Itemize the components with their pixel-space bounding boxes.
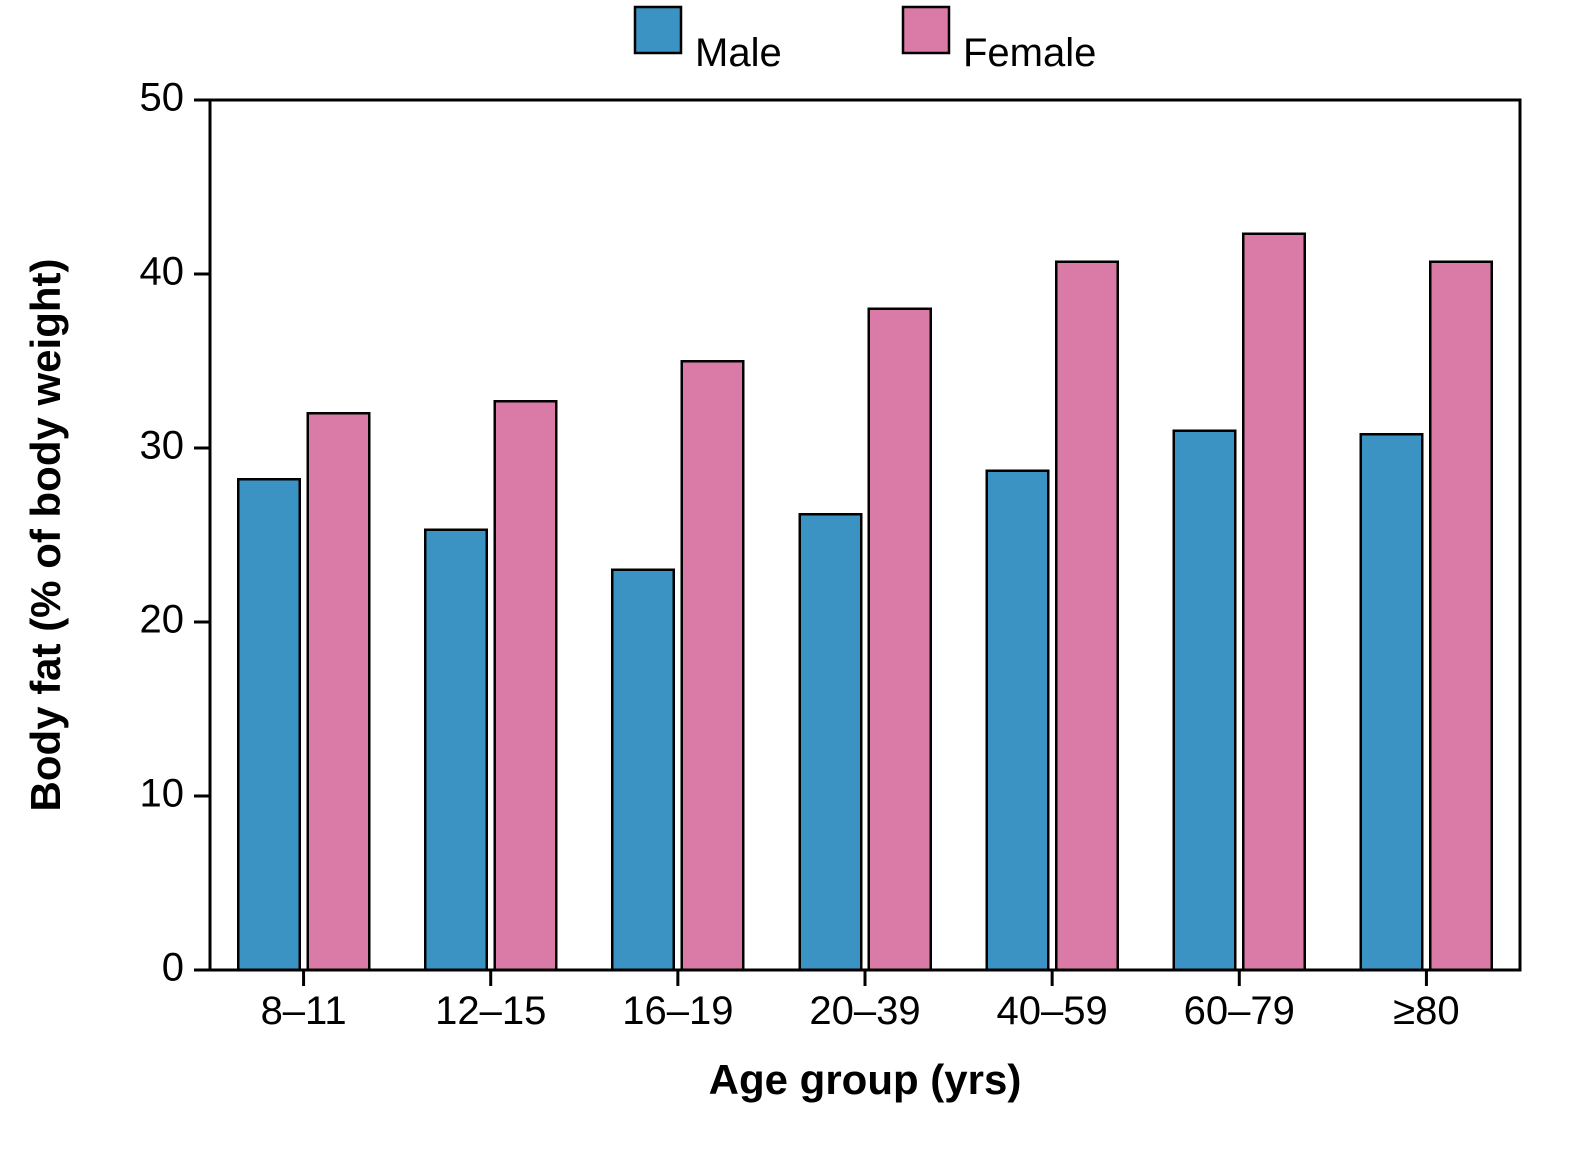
legend-swatch-male bbox=[635, 7, 681, 53]
x-tick-label: ≥80 bbox=[1393, 989, 1459, 1033]
x-axis-label: Age group (yrs) bbox=[709, 1056, 1022, 1103]
y-tick-label: 40 bbox=[140, 250, 185, 294]
legend-swatch-female bbox=[903, 7, 949, 53]
bar-male bbox=[1174, 431, 1236, 970]
y-tick-label: 10 bbox=[140, 772, 185, 816]
x-tick-label: 60–79 bbox=[1184, 989, 1295, 1033]
x-tick-label: 40–59 bbox=[997, 989, 1108, 1033]
y-tick-label: 30 bbox=[140, 424, 185, 468]
bar-male bbox=[612, 570, 674, 970]
x-tick-label: 8–11 bbox=[261, 989, 347, 1033]
bar-male bbox=[800, 514, 862, 970]
bar-male bbox=[238, 479, 300, 970]
bar-female bbox=[682, 361, 744, 970]
bar-male bbox=[987, 471, 1049, 970]
x-tick-label: 20–39 bbox=[809, 989, 920, 1033]
legend-label-male: Male bbox=[695, 31, 782, 75]
y-tick-label: 50 bbox=[140, 76, 185, 120]
bar-female bbox=[1430, 262, 1492, 970]
legend-label-female: Female bbox=[963, 31, 1096, 75]
chart-container: 0 10 20 30 40 50 8–11 12–15 16–19 20–39 40–59 60–79… bbox=[0, 0, 1583, 1150]
bar-female bbox=[495, 401, 557, 970]
bar-female bbox=[869, 309, 931, 970]
bar-female bbox=[1056, 262, 1118, 970]
y-axis-label: Body fat (% of body weight) bbox=[22, 259, 69, 812]
x-tick-label: 12–15 bbox=[435, 989, 546, 1033]
bar-chart: 0 10 20 30 40 50 8–11 12–15 16–19 20–39 40–59 60–79… bbox=[0, 0, 1583, 1150]
bar-female bbox=[308, 413, 370, 970]
bar-male bbox=[425, 530, 487, 970]
y-tick-label: 20 bbox=[140, 598, 185, 642]
bar-female bbox=[1243, 234, 1305, 970]
bar-male bbox=[1361, 434, 1423, 970]
x-tick-label: 16–19 bbox=[622, 989, 733, 1033]
y-tick-label: 0 bbox=[162, 946, 184, 990]
